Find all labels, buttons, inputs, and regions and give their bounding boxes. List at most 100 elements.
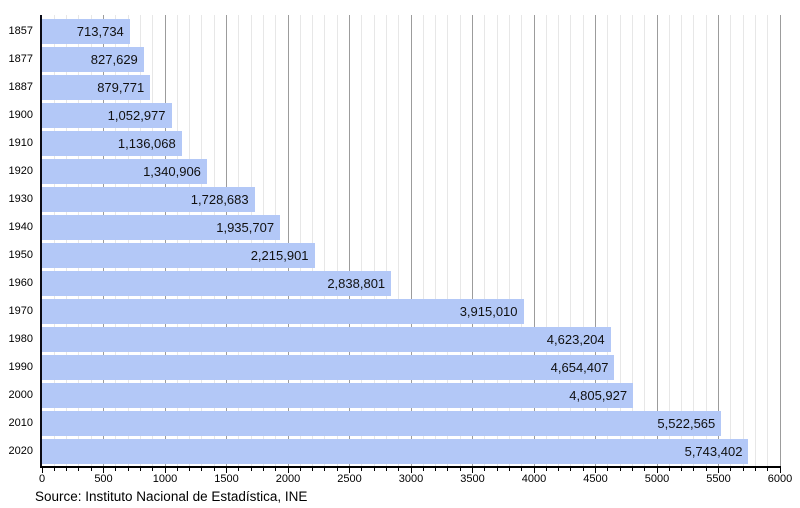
bar-row: 2,838,801 xyxy=(42,271,780,296)
minor-gridline xyxy=(607,15,609,466)
minor-tick xyxy=(582,468,584,471)
y-axis-tick-label: 2020 xyxy=(8,445,33,457)
minor-gridline xyxy=(705,15,707,466)
bar-value-label: 1,728,683 xyxy=(190,192,249,207)
minor-gridline xyxy=(398,15,400,466)
major-tick xyxy=(164,468,166,473)
minor-gridline xyxy=(176,15,178,466)
minor-gridline xyxy=(644,15,646,466)
bar-row: 879,771 xyxy=(42,75,780,100)
bar-value-label: 4,805,927 xyxy=(569,388,628,403)
x-axis-tick-label: 1500 xyxy=(214,473,239,485)
major-tick xyxy=(779,468,781,473)
minor-tick xyxy=(693,468,695,471)
bar-row: 1,935,707 xyxy=(42,215,780,240)
minor-tick xyxy=(189,468,191,471)
minor-tick xyxy=(115,468,117,471)
minor-gridline xyxy=(631,15,633,466)
major-tick xyxy=(41,468,43,473)
bar: 1,136,068 xyxy=(42,131,182,156)
y-axis-tick-label: 1940 xyxy=(8,221,33,233)
y-axis-tick-label: 2000 xyxy=(8,389,33,401)
minor-gridline xyxy=(336,15,338,466)
bar-value-label: 4,654,407 xyxy=(550,360,609,375)
minor-tick xyxy=(127,468,129,471)
minor-tick xyxy=(213,468,215,471)
major-tick xyxy=(226,468,227,473)
major-tick xyxy=(533,468,535,473)
minor-gridline xyxy=(730,15,732,466)
x-axis-tick-label: 3500 xyxy=(460,473,485,485)
major-gridline xyxy=(287,15,289,466)
minor-tick xyxy=(238,468,240,471)
minor-tick xyxy=(361,468,363,471)
bar: 879,771 xyxy=(42,75,151,100)
x-axis-tick-label: 6000 xyxy=(767,473,793,485)
minor-gridline xyxy=(558,15,560,466)
y-axis-tick-label: 2010 xyxy=(8,417,33,429)
bar-value-label: 713,734 xyxy=(76,24,124,39)
minor-tick xyxy=(435,468,437,471)
minor-tick xyxy=(66,468,68,471)
bar-row: 3,915,010 xyxy=(42,299,780,324)
minor-gridline xyxy=(275,15,277,466)
bar: 2,838,801 xyxy=(42,271,392,296)
minor-tick xyxy=(152,468,154,471)
minor-gridline xyxy=(361,15,363,466)
major-tick xyxy=(103,468,104,473)
bar: 5,522,565 xyxy=(42,411,722,436)
major-tick xyxy=(472,468,473,473)
minor-gridline xyxy=(619,15,621,466)
major-gridline xyxy=(410,15,412,466)
minor-gridline xyxy=(508,15,510,466)
x-axis-tick-label: 3000 xyxy=(398,473,424,485)
minor-tick xyxy=(668,468,670,471)
minor-gridline xyxy=(78,15,80,466)
bar: 1,728,683 xyxy=(42,187,255,212)
major-gridline xyxy=(779,15,781,466)
minor-tick xyxy=(373,468,375,471)
bar: 2,215,901 xyxy=(42,243,315,268)
x-axis-tick-label: 0 xyxy=(38,473,46,485)
minor-tick xyxy=(484,468,486,471)
bar-row: 2,215,901 xyxy=(42,243,780,268)
minor-tick xyxy=(422,468,424,471)
major-gridline xyxy=(472,15,473,466)
minor-gridline xyxy=(668,15,670,466)
minor-tick xyxy=(508,468,510,471)
minor-tick xyxy=(312,468,314,471)
minor-tick xyxy=(767,468,769,471)
y-axis-tick-label: 1900 xyxy=(8,109,33,121)
minor-gridline xyxy=(459,15,461,466)
minor-tick xyxy=(607,468,609,471)
x-axis-tick-label: 4500 xyxy=(583,473,608,485)
minor-gridline xyxy=(767,15,769,466)
bar: 4,623,204 xyxy=(42,327,611,352)
minor-gridline xyxy=(312,15,314,466)
major-gridline xyxy=(349,15,350,466)
major-tick xyxy=(410,468,412,473)
major-gridline xyxy=(533,15,535,466)
minor-tick xyxy=(398,468,400,471)
major-tick xyxy=(656,468,658,473)
minor-gridline xyxy=(139,15,141,466)
y-axis-tick-label: 1910 xyxy=(8,137,33,149)
minor-gridline xyxy=(201,15,203,466)
minor-gridline xyxy=(582,15,584,466)
bar-row: 4,654,407 xyxy=(42,355,780,380)
major-gridline xyxy=(164,15,166,466)
minor-gridline xyxy=(422,15,424,466)
bar-row: 5,522,565 xyxy=(42,411,780,436)
minor-gridline xyxy=(262,15,264,466)
x-axis-tick-label: 5500 xyxy=(706,473,731,485)
y-axis-tick-label: 1990 xyxy=(8,361,33,373)
minor-gridline xyxy=(66,15,68,466)
minor-tick xyxy=(570,468,572,471)
x-axis-tick-label: 2500 xyxy=(337,473,362,485)
bar-row: 5,743,402 xyxy=(42,439,780,464)
minor-gridline xyxy=(115,15,117,466)
minor-gridline xyxy=(742,15,744,466)
bar-value-label: 827,629 xyxy=(90,52,138,67)
minor-gridline xyxy=(213,15,215,466)
